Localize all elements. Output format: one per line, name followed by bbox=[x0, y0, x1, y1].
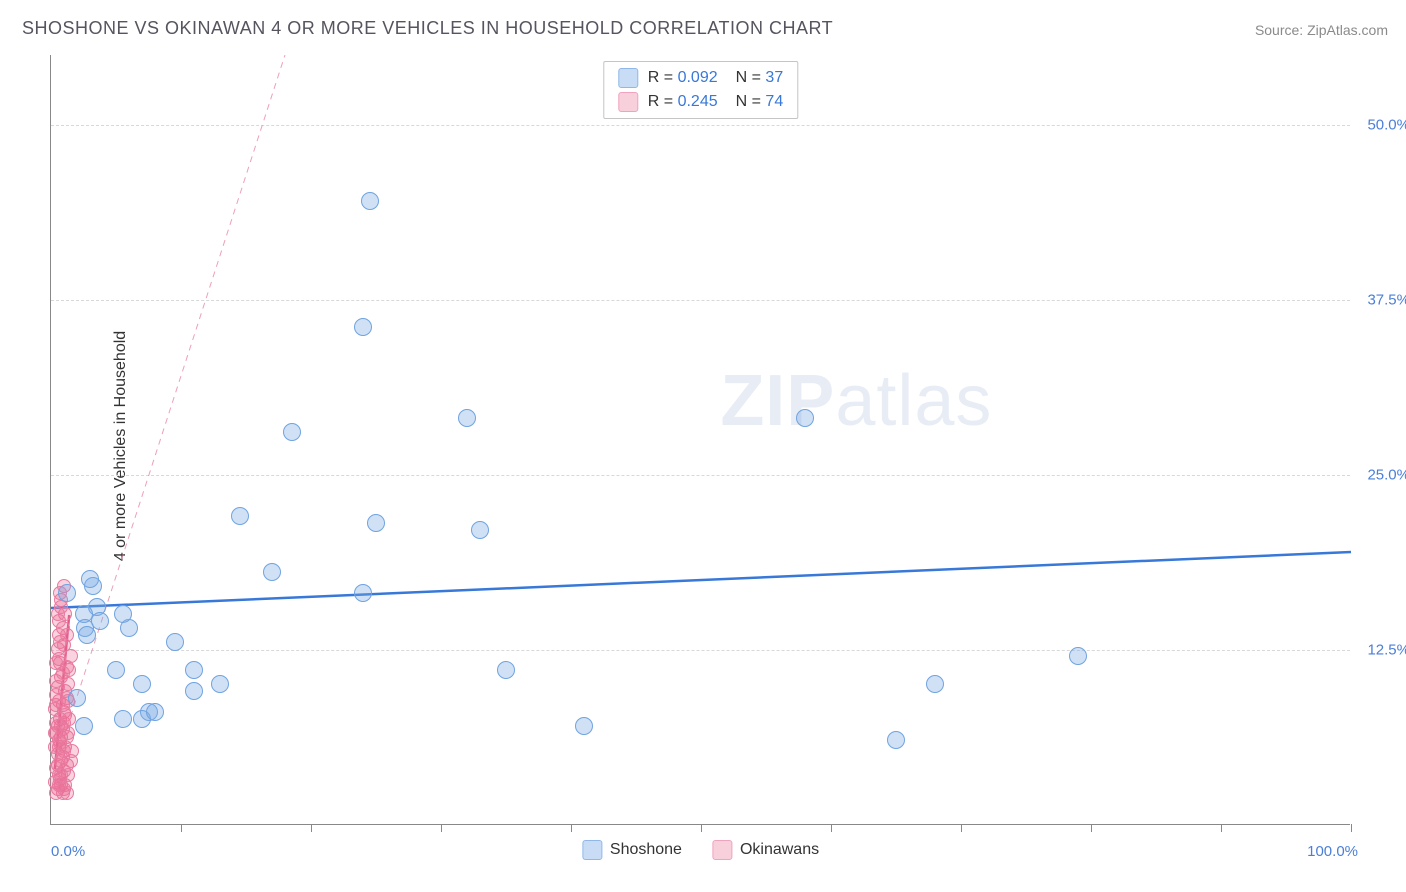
data-point-shoshone bbox=[185, 682, 203, 700]
gridline bbox=[51, 650, 1350, 651]
data-point-shoshone bbox=[146, 703, 164, 721]
n-label: N = 74 bbox=[736, 93, 784, 111]
data-point-shoshone bbox=[796, 409, 814, 427]
chart-container: SHOSHONE VS OKINAWAN 4 OR MORE VEHICLES … bbox=[0, 0, 1406, 892]
legend-item: Okinawans bbox=[712, 840, 819, 860]
data-point-shoshone bbox=[114, 710, 132, 728]
legend-swatch bbox=[582, 840, 602, 860]
legend-label: Shoshone bbox=[610, 841, 682, 859]
data-point-shoshone bbox=[81, 570, 99, 588]
plot-area: ZIPatlas R = 0.092N = 37R = 0.245N = 74 … bbox=[50, 55, 1350, 825]
data-point-shoshone bbox=[75, 717, 93, 735]
y-tick-label: 50.0% bbox=[1367, 117, 1406, 134]
regression-lines bbox=[51, 55, 1351, 825]
stats-row: R = 0.092 N = 37 bbox=[604, 66, 797, 90]
y-tick-label: 37.5% bbox=[1367, 292, 1406, 309]
x-tick bbox=[831, 824, 832, 832]
x-tick bbox=[181, 824, 182, 832]
n-value: 74 bbox=[765, 93, 783, 110]
legend-swatch bbox=[712, 840, 732, 860]
data-point-okinawans bbox=[61, 726, 75, 740]
gridline bbox=[51, 300, 1350, 301]
data-point-okinawans bbox=[57, 638, 71, 652]
gridline bbox=[51, 475, 1350, 476]
x-tick bbox=[1221, 824, 1222, 832]
x-tick bbox=[311, 824, 312, 832]
x-axis-min-label: 0.0% bbox=[51, 843, 85, 860]
data-point-shoshone bbox=[361, 192, 379, 210]
source-label: Source: ZipAtlas.com bbox=[1255, 22, 1388, 38]
data-point-shoshone bbox=[283, 423, 301, 441]
data-point-shoshone bbox=[58, 584, 76, 602]
correlation-stats-box: R = 0.092 N = 37 R = 0.245 N = 74 bbox=[603, 61, 798, 119]
r-label: R = 0.245 bbox=[648, 93, 718, 111]
r-value: 0.092 bbox=[678, 69, 718, 86]
r-label: R = 0.092 bbox=[648, 69, 718, 87]
x-tick bbox=[961, 824, 962, 832]
gridline bbox=[51, 125, 1350, 126]
watermark-bold: ZIP bbox=[720, 361, 835, 441]
data-point-shoshone bbox=[354, 584, 372, 602]
data-point-shoshone bbox=[78, 626, 96, 644]
data-point-shoshone bbox=[471, 521, 489, 539]
data-point-okinawans bbox=[60, 786, 74, 800]
x-tick bbox=[1091, 824, 1092, 832]
data-point-shoshone bbox=[1069, 647, 1087, 665]
y-tick-label: 12.5% bbox=[1367, 642, 1406, 659]
chart-title: SHOSHONE VS OKINAWAN 4 OR MORE VEHICLES … bbox=[22, 18, 833, 39]
n-value: 37 bbox=[765, 69, 783, 86]
x-tick bbox=[1351, 824, 1352, 832]
watermark-rest: atlas bbox=[835, 361, 992, 441]
data-point-shoshone bbox=[926, 675, 944, 693]
x-tick bbox=[441, 824, 442, 832]
x-axis-max-label: 100.0% bbox=[1307, 843, 1358, 860]
data-point-shoshone bbox=[458, 409, 476, 427]
data-point-shoshone bbox=[211, 675, 229, 693]
series-legend: Shoshone Okinawans bbox=[582, 840, 819, 860]
n-label: N = 37 bbox=[736, 69, 784, 87]
data-point-shoshone bbox=[263, 563, 281, 581]
data-point-shoshone bbox=[114, 605, 132, 623]
legend-label: Okinawans bbox=[740, 841, 819, 859]
data-point-shoshone bbox=[367, 514, 385, 532]
data-point-shoshone bbox=[91, 612, 109, 630]
r-value: 0.245 bbox=[678, 93, 718, 110]
stats-row: R = 0.245 N = 74 bbox=[604, 90, 797, 114]
data-point-shoshone bbox=[497, 661, 515, 679]
legend-item: Shoshone bbox=[582, 840, 682, 860]
watermark: ZIPatlas bbox=[720, 360, 992, 442]
legend-swatch bbox=[618, 68, 638, 88]
data-point-shoshone bbox=[107, 661, 125, 679]
data-point-okinawans bbox=[65, 744, 79, 758]
data-point-shoshone bbox=[133, 675, 151, 693]
data-point-shoshone bbox=[887, 731, 905, 749]
data-point-shoshone bbox=[166, 633, 184, 651]
x-tick bbox=[701, 824, 702, 832]
data-point-shoshone bbox=[575, 717, 593, 735]
data-point-okinawans bbox=[48, 702, 62, 716]
data-point-shoshone bbox=[185, 661, 203, 679]
data-point-shoshone bbox=[231, 507, 249, 525]
data-point-okinawans bbox=[49, 656, 63, 670]
data-point-shoshone bbox=[354, 318, 372, 336]
data-point-okinawans bbox=[54, 768, 68, 782]
data-point-okinawans bbox=[51, 607, 65, 621]
y-tick-label: 25.0% bbox=[1367, 467, 1406, 484]
x-tick bbox=[571, 824, 572, 832]
data-point-okinawans bbox=[48, 726, 62, 740]
data-point-shoshone bbox=[68, 689, 86, 707]
legend-swatch bbox=[618, 92, 638, 112]
data-point-okinawans bbox=[49, 688, 63, 702]
